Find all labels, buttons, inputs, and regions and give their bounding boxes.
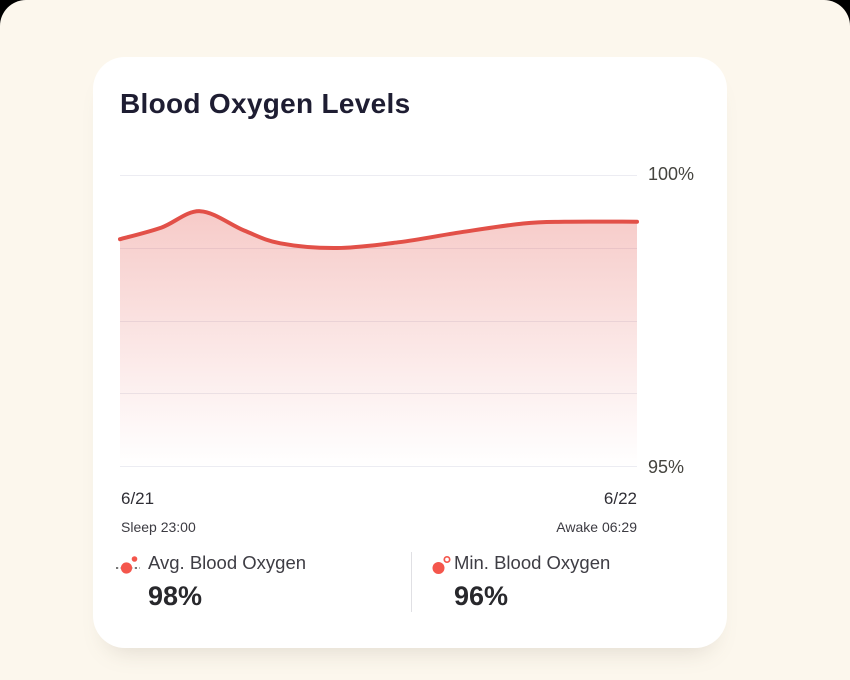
stat-value: 98%	[148, 581, 203, 611]
avg-blood-oxygen-stat: Avg. Blood Oxygen 98%	[116, 552, 411, 612]
stat-value: 96%	[454, 581, 509, 611]
x-axis-start: 6/21 Sleep 23:00	[121, 489, 196, 535]
stats-divider	[411, 552, 412, 612]
x-axis-end-caption: Awake 06:29	[556, 519, 637, 535]
blood-oxygen-area-chart	[118, 209, 639, 467]
min-blood-oxygen-icon	[430, 555, 454, 576]
chart-area-fill	[120, 211, 637, 467]
card-title: Blood Oxygen Levels	[120, 88, 411, 119]
x-axis-end-date: 6/22	[603, 489, 637, 508]
stats-row: Avg. Blood Oxygen 98% Min. Blood Oxygen …	[116, 552, 610, 612]
chart-line	[118, 209, 639, 251]
x-axis-start-date: 6/21	[121, 489, 155, 508]
y-axis-label-top: 100%	[648, 164, 695, 184]
x-axis-end: 6/22 Awake 06:29	[556, 489, 637, 535]
x-axis-start-caption: Sleep 23:00	[121, 519, 196, 535]
min-blood-oxygen-stat: Min. Blood Oxygen 96%	[430, 552, 610, 612]
blood-oxygen-card: Blood Oxygen Levels 100% 95%	[93, 57, 727, 648]
stat-label: Min. Blood Oxygen	[454, 552, 611, 573]
avg-blood-oxygen-icon	[116, 555, 140, 576]
y-axis-label-bottom: 95%	[648, 457, 685, 477]
stat-label: Avg. Blood Oxygen	[148, 552, 307, 573]
chart-plot-area	[118, 175, 639, 467]
